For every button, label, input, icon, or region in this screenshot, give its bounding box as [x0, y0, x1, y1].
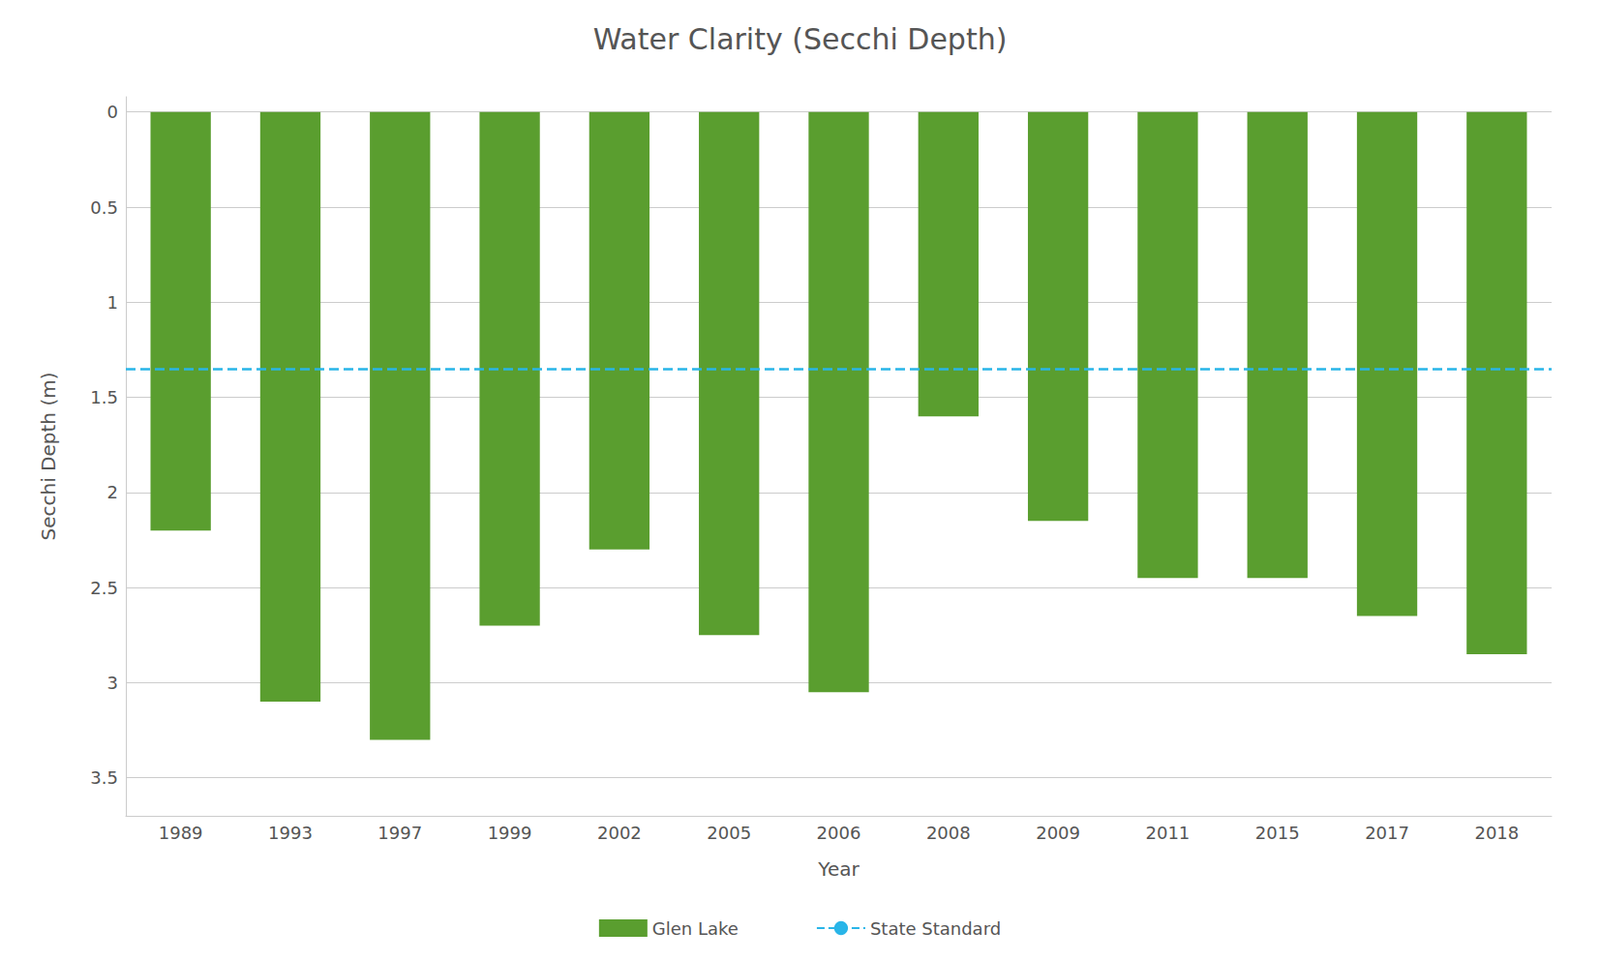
svg-text:0: 0: [107, 101, 119, 122]
svg-text:2017: 2017: [1364, 822, 1410, 844]
svg-text:2: 2: [107, 482, 119, 503]
svg-text:Water Clarity (Secchi Depth): Water Clarity (Secchi Depth): [593, 22, 1008, 57]
svg-text:Year: Year: [816, 857, 860, 881]
svg-text:Glen Lake: Glen Lake: [652, 918, 739, 939]
svg-text:2006: 2006: [816, 822, 862, 844]
svg-text:3.5: 3.5: [90, 767, 119, 788]
svg-text:2015: 2015: [1255, 822, 1300, 844]
svg-text:2018: 2018: [1474, 822, 1519, 844]
svg-text:1.5: 1.5: [90, 387, 119, 408]
svg-text:State Standard: State Standard: [870, 918, 1001, 939]
svg-text:1997: 1997: [377, 822, 423, 844]
svg-text:3: 3: [107, 672, 119, 694]
svg-text:2002: 2002: [597, 822, 642, 844]
svg-text:0.5: 0.5: [90, 197, 119, 218]
svg-text:1989: 1989: [158, 822, 204, 844]
svg-text:2005: 2005: [706, 822, 752, 844]
svg-text:1: 1: [107, 292, 119, 313]
svg-text:2011: 2011: [1146, 822, 1191, 844]
svg-text:2009: 2009: [1035, 822, 1081, 844]
svg-text:1993: 1993: [268, 822, 313, 844]
svg-text:2.5: 2.5: [90, 577, 119, 599]
svg-text:1999: 1999: [487, 822, 533, 844]
svg-text:Secchi Depth (m): Secchi Depth (m): [36, 372, 61, 542]
svg-text:2008: 2008: [926, 822, 971, 844]
